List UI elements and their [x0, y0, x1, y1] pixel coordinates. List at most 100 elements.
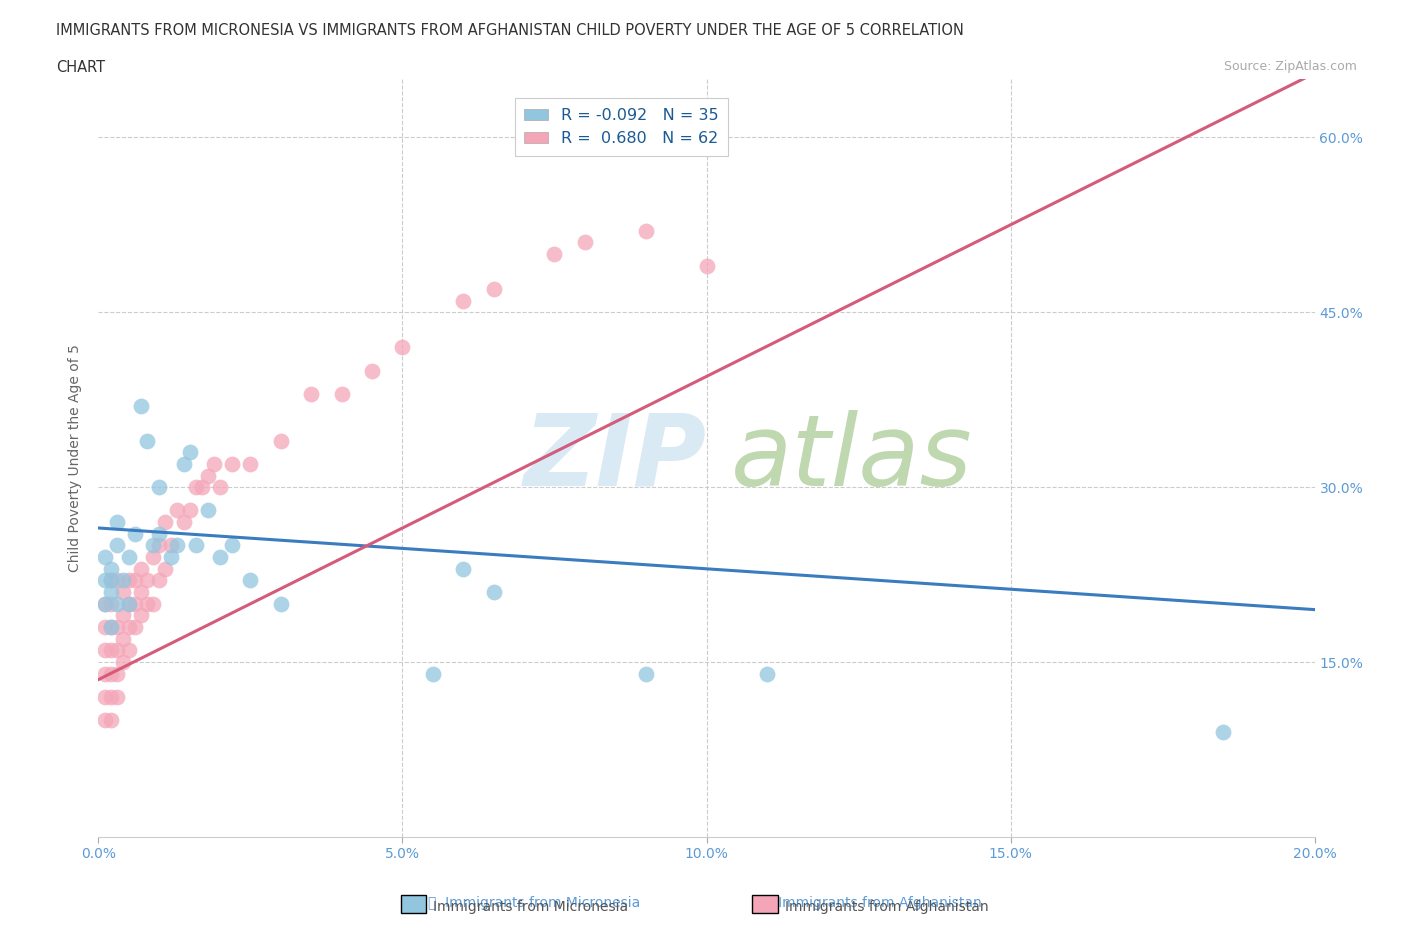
Point [93, 619, 115, 634]
Point [100, 690, 122, 705]
Point [100, 713, 122, 728]
Point [111, 608, 134, 623]
Point [105, 573, 128, 588]
Point [166, 503, 188, 518]
Point [93, 596, 115, 611]
Point [543, 246, 565, 261]
Point [111, 585, 134, 600]
Point [1212, 724, 1234, 739]
Point [118, 596, 141, 611]
Point [105, 538, 128, 553]
Point [105, 514, 128, 529]
Text: Source: ZipAtlas.com: Source: ZipAtlas.com [1223, 60, 1357, 73]
Point [239, 573, 262, 588]
Point [634, 666, 657, 681]
Point [756, 666, 779, 681]
Point [696, 259, 718, 273]
Y-axis label: Child Poverty Under the Age of 5: Child Poverty Under the Age of 5 [69, 344, 83, 572]
Point [221, 538, 243, 553]
Point [136, 433, 159, 448]
Point [118, 643, 141, 658]
Point [361, 363, 384, 378]
Point [100, 643, 122, 658]
Point [422, 666, 444, 681]
Point [129, 398, 152, 413]
Point [105, 666, 128, 681]
Point [155, 562, 177, 577]
Point [100, 585, 122, 600]
Point [93, 550, 115, 565]
Point [453, 562, 475, 577]
Text: CHART: CHART [56, 60, 105, 75]
Point [142, 596, 165, 611]
Point [118, 573, 141, 588]
Point [155, 514, 177, 529]
Point [330, 387, 353, 402]
Point [129, 585, 152, 600]
Point [209, 550, 232, 565]
Point [184, 480, 207, 495]
Point [634, 223, 657, 238]
Point [148, 526, 170, 541]
Point [124, 596, 146, 611]
Point [100, 573, 122, 588]
Point [173, 457, 195, 472]
Point [100, 619, 122, 634]
Point [93, 643, 115, 658]
Point [191, 480, 214, 495]
Point [142, 538, 165, 553]
Point [136, 596, 159, 611]
Point [270, 596, 292, 611]
Point [209, 480, 232, 495]
Point [100, 596, 122, 611]
Legend: R = -0.092   N = 35, R =  0.680   N = 62: R = -0.092 N = 35, R = 0.680 N = 62 [515, 99, 728, 155]
Point [482, 585, 505, 600]
Point [100, 619, 122, 634]
Text: Immigrants from Micronesia: Immigrants from Micronesia [433, 899, 628, 914]
Point [100, 666, 122, 681]
Point [93, 573, 115, 588]
Point [93, 690, 115, 705]
Point [124, 619, 146, 634]
Point [239, 457, 262, 472]
Point [118, 596, 141, 611]
Point [179, 445, 201, 459]
Point [118, 550, 141, 565]
Point [129, 562, 152, 577]
Point [148, 480, 170, 495]
Point [93, 666, 115, 681]
Text: ZIP: ZIP [523, 409, 707, 507]
Point [142, 550, 165, 565]
Point [105, 619, 128, 634]
Point [148, 538, 170, 553]
Point [202, 457, 225, 472]
Point [160, 538, 183, 553]
Text: ⬜  Immigrants from Micronesia: ⬜ Immigrants from Micronesia [429, 896, 640, 910]
Text: ⬜  Immigrants from Afghanistan: ⬜ Immigrants from Afghanistan [761, 896, 983, 910]
Point [270, 433, 292, 448]
Point [100, 573, 122, 588]
Point [173, 514, 195, 529]
Point [574, 235, 596, 250]
Point [453, 293, 475, 308]
Text: Immigrants from Afghanistan: Immigrants from Afghanistan [785, 899, 988, 914]
Point [197, 503, 219, 518]
Point [197, 468, 219, 483]
Point [148, 573, 170, 588]
Point [166, 538, 188, 553]
Point [105, 690, 128, 705]
Point [118, 619, 141, 634]
Point [482, 282, 505, 297]
Text: IMMIGRANTS FROM MICRONESIA VS IMMIGRANTS FROM AFGHANISTAN CHILD POVERTY UNDER TH: IMMIGRANTS FROM MICRONESIA VS IMMIGRANTS… [56, 23, 965, 38]
Point [93, 596, 115, 611]
Point [124, 573, 146, 588]
Point [160, 550, 183, 565]
Point [111, 655, 134, 670]
Point [111, 573, 134, 588]
Point [179, 503, 201, 518]
Point [299, 387, 322, 402]
Point [93, 713, 115, 728]
Point [111, 631, 134, 646]
Point [105, 596, 128, 611]
Point [184, 538, 207, 553]
